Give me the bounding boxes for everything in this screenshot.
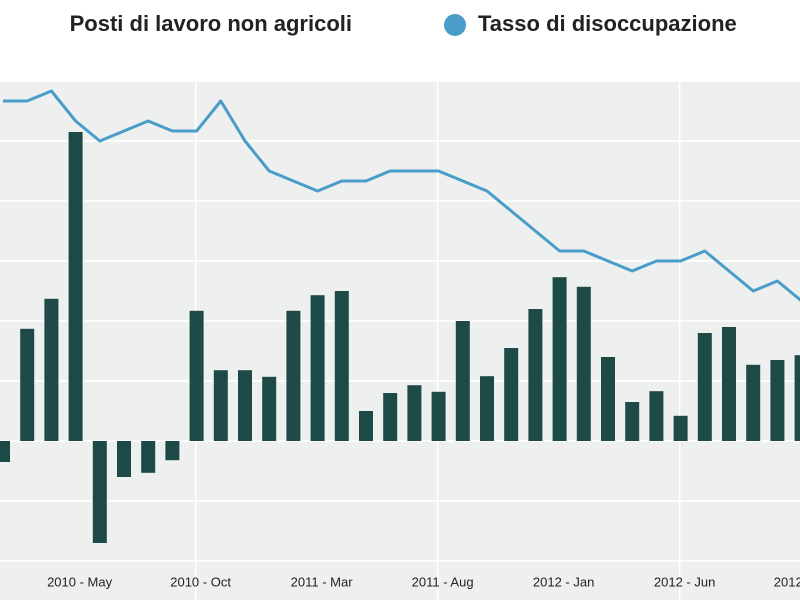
bar [92, 441, 107, 543]
bar [238, 370, 252, 441]
x-tick-label: 2010 - May [47, 574, 113, 589]
bar [213, 370, 228, 441]
bar [576, 286, 591, 441]
legend-label: Posti di lavoro non agricoli [70, 11, 352, 36]
x-tick-label: 2011 - Mar [291, 574, 354, 589]
x-tick-label: 2012 - Jun [654, 574, 715, 589]
bar [552, 277, 567, 441]
bar [141, 441, 156, 473]
bar [528, 309, 543, 441]
bar [455, 321, 470, 441]
x-tick-label: 2012 - Jan [533, 574, 594, 589]
x-tick-label: 2011 - Aug [412, 574, 474, 589]
bar [0, 441, 10, 462]
bar [649, 391, 664, 441]
bar [431, 391, 446, 441]
bar [601, 357, 615, 441]
line [3, 89, 800, 302]
bar [794, 355, 800, 441]
bar [359, 411, 373, 441]
bar [383, 393, 398, 441]
bar [673, 415, 688, 441]
bar [189, 310, 204, 441]
bar [44, 298, 59, 441]
bar [68, 132, 83, 441]
legend-marker [444, 14, 466, 36]
bar [20, 328, 35, 441]
plot-background [0, 81, 800, 600]
bar [504, 348, 519, 441]
bar [625, 402, 640, 441]
bar [746, 364, 761, 441]
bar [770, 360, 785, 441]
bar [480, 376, 494, 441]
bar [334, 291, 349, 441]
lines [3, 89, 800, 302]
x-tick-label: 2012 - Nov [774, 574, 800, 589]
legend-label: Tasso di disoccupazione [478, 11, 737, 36]
bar [117, 441, 131, 477]
bar [286, 310, 301, 441]
bar [165, 441, 180, 461]
bar [262, 376, 277, 441]
x-tick-label: 2010 - Oct [170, 574, 231, 589]
bar [407, 385, 422, 441]
bar [722, 327, 736, 441]
bar [310, 295, 325, 441]
bar [697, 333, 712, 441]
bars [0, 132, 800, 543]
